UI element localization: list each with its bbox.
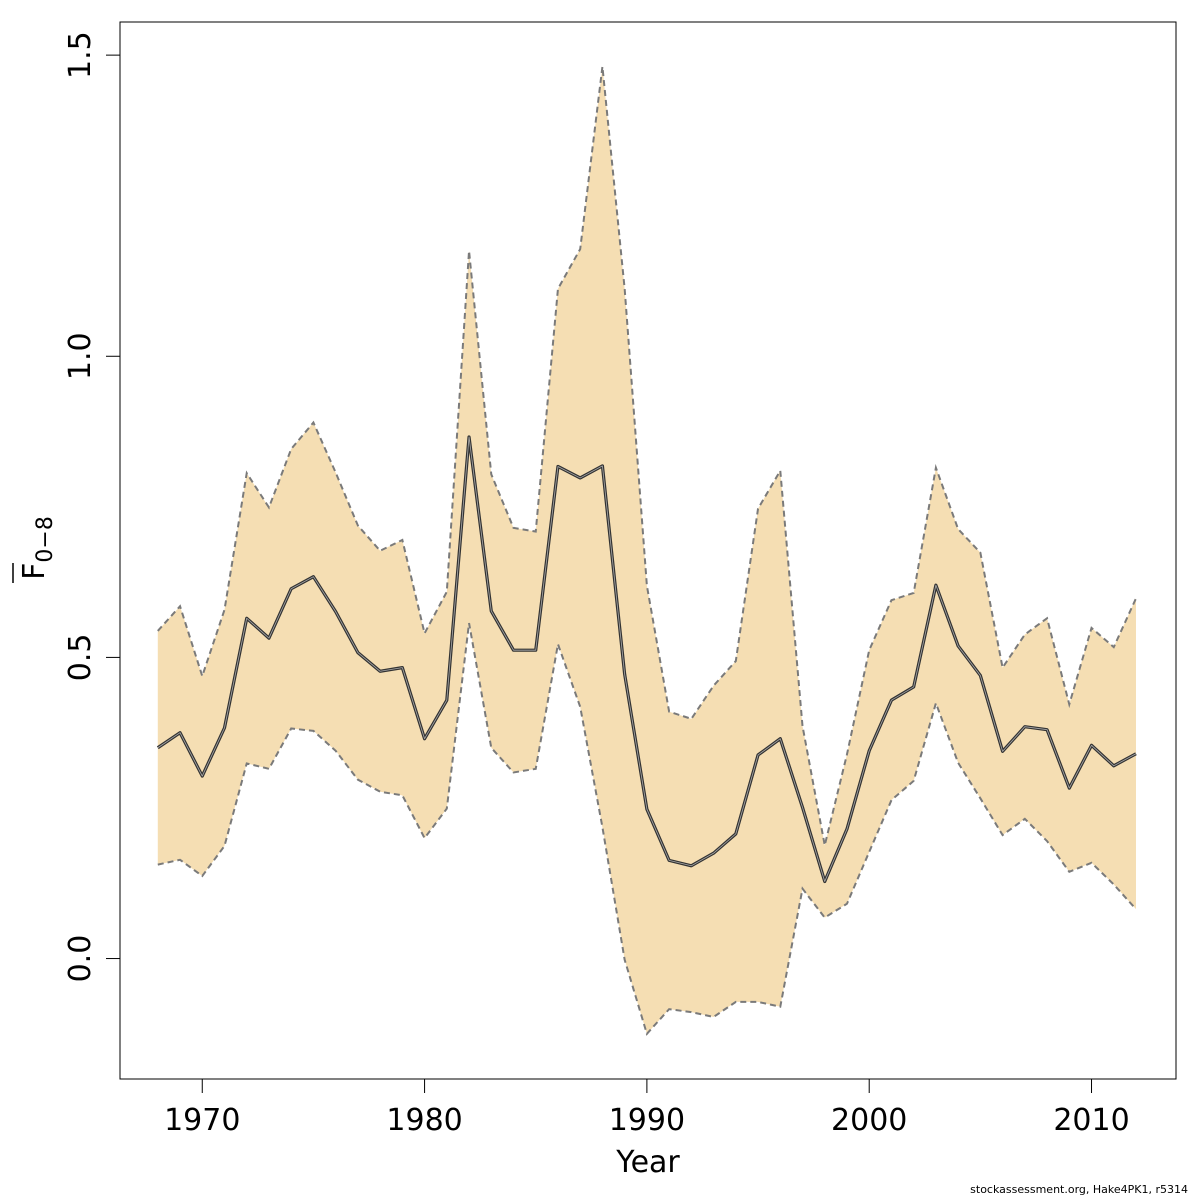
y-tick-label: 0.0 — [63, 935, 98, 983]
x-tick-label: 2000 — [831, 1103, 907, 1138]
confidence-band-layer — [157, 66, 1136, 1034]
confidence-band — [157, 66, 1136, 1034]
x-axis: 1970 1980 1990 2000 2010 — [164, 1078, 1130, 1138]
bound-lines-layer — [157, 66, 1137, 1036]
estimate-line-layer — [156, 435, 1137, 884]
lower-bound-line — [157, 622, 1137, 1036]
x-tick-label: 1970 — [164, 1103, 240, 1138]
y-axis: 0.0 0.5 1.0 1.5 — [63, 31, 120, 982]
x-axis-title: Year — [615, 1145, 680, 1180]
x-tick-label: 2010 — [1053, 1103, 1129, 1138]
y-axis-title-main: F — [17, 563, 52, 580]
upper-bound-line — [157, 66, 1137, 846]
estimate-line-highlight — [157, 436, 1137, 882]
y-axis-title-subscript: 0−8 — [33, 516, 58, 562]
y-axis-title: F0−8 — [17, 516, 58, 580]
x-tick-label: 1990 — [609, 1103, 685, 1138]
y-tick-label: 1.5 — [63, 31, 98, 79]
y-tick-label: 0.5 — [63, 634, 98, 682]
x-tick-label: 1980 — [386, 1103, 462, 1138]
footer-credit: stockassessment.org, Hake4PK1, r5314 — [970, 1183, 1188, 1196]
y-tick-label: 1.0 — [63, 332, 98, 380]
